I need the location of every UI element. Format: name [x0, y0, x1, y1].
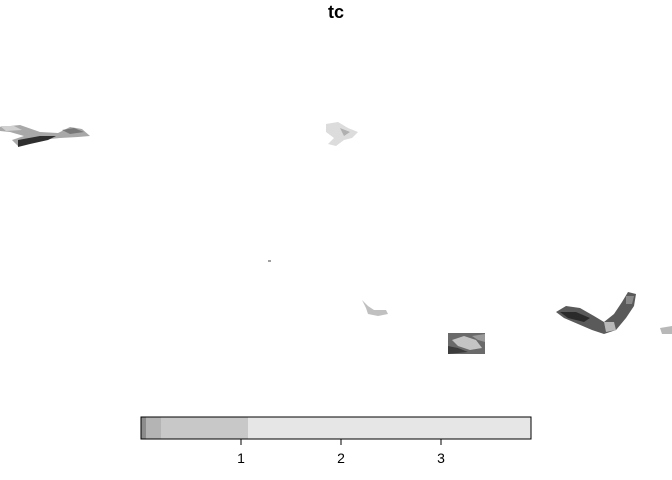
raster-patch-edge: [660, 326, 672, 334]
raster-patch-block: [448, 333, 485, 354]
map-title: tc: [327, 2, 344, 22]
colorbar-tick-label: 2: [337, 450, 345, 466]
colorbar-band-0: [141, 417, 146, 439]
colorbar-frame: [140, 416, 532, 440]
raster-patch-center: [362, 300, 388, 316]
colorbar-band-2: [161, 417, 248, 439]
raster-patches: [0, 122, 672, 354]
colorbar-band-3: [248, 417, 531, 439]
raster-patch-east: [556, 292, 636, 334]
colorbar-tick-label: 3: [437, 450, 445, 466]
colorbar-tick-label: 1: [237, 450, 245, 466]
raster-patch-west: [0, 125, 90, 147]
legend-colorbar: [140, 416, 532, 440]
raster-patch-north: [326, 122, 358, 146]
colorbar-band-1: [146, 417, 161, 439]
raster-patch-speck: [268, 260, 271, 262]
legend-ticks: 1 2 3: [237, 439, 445, 466]
